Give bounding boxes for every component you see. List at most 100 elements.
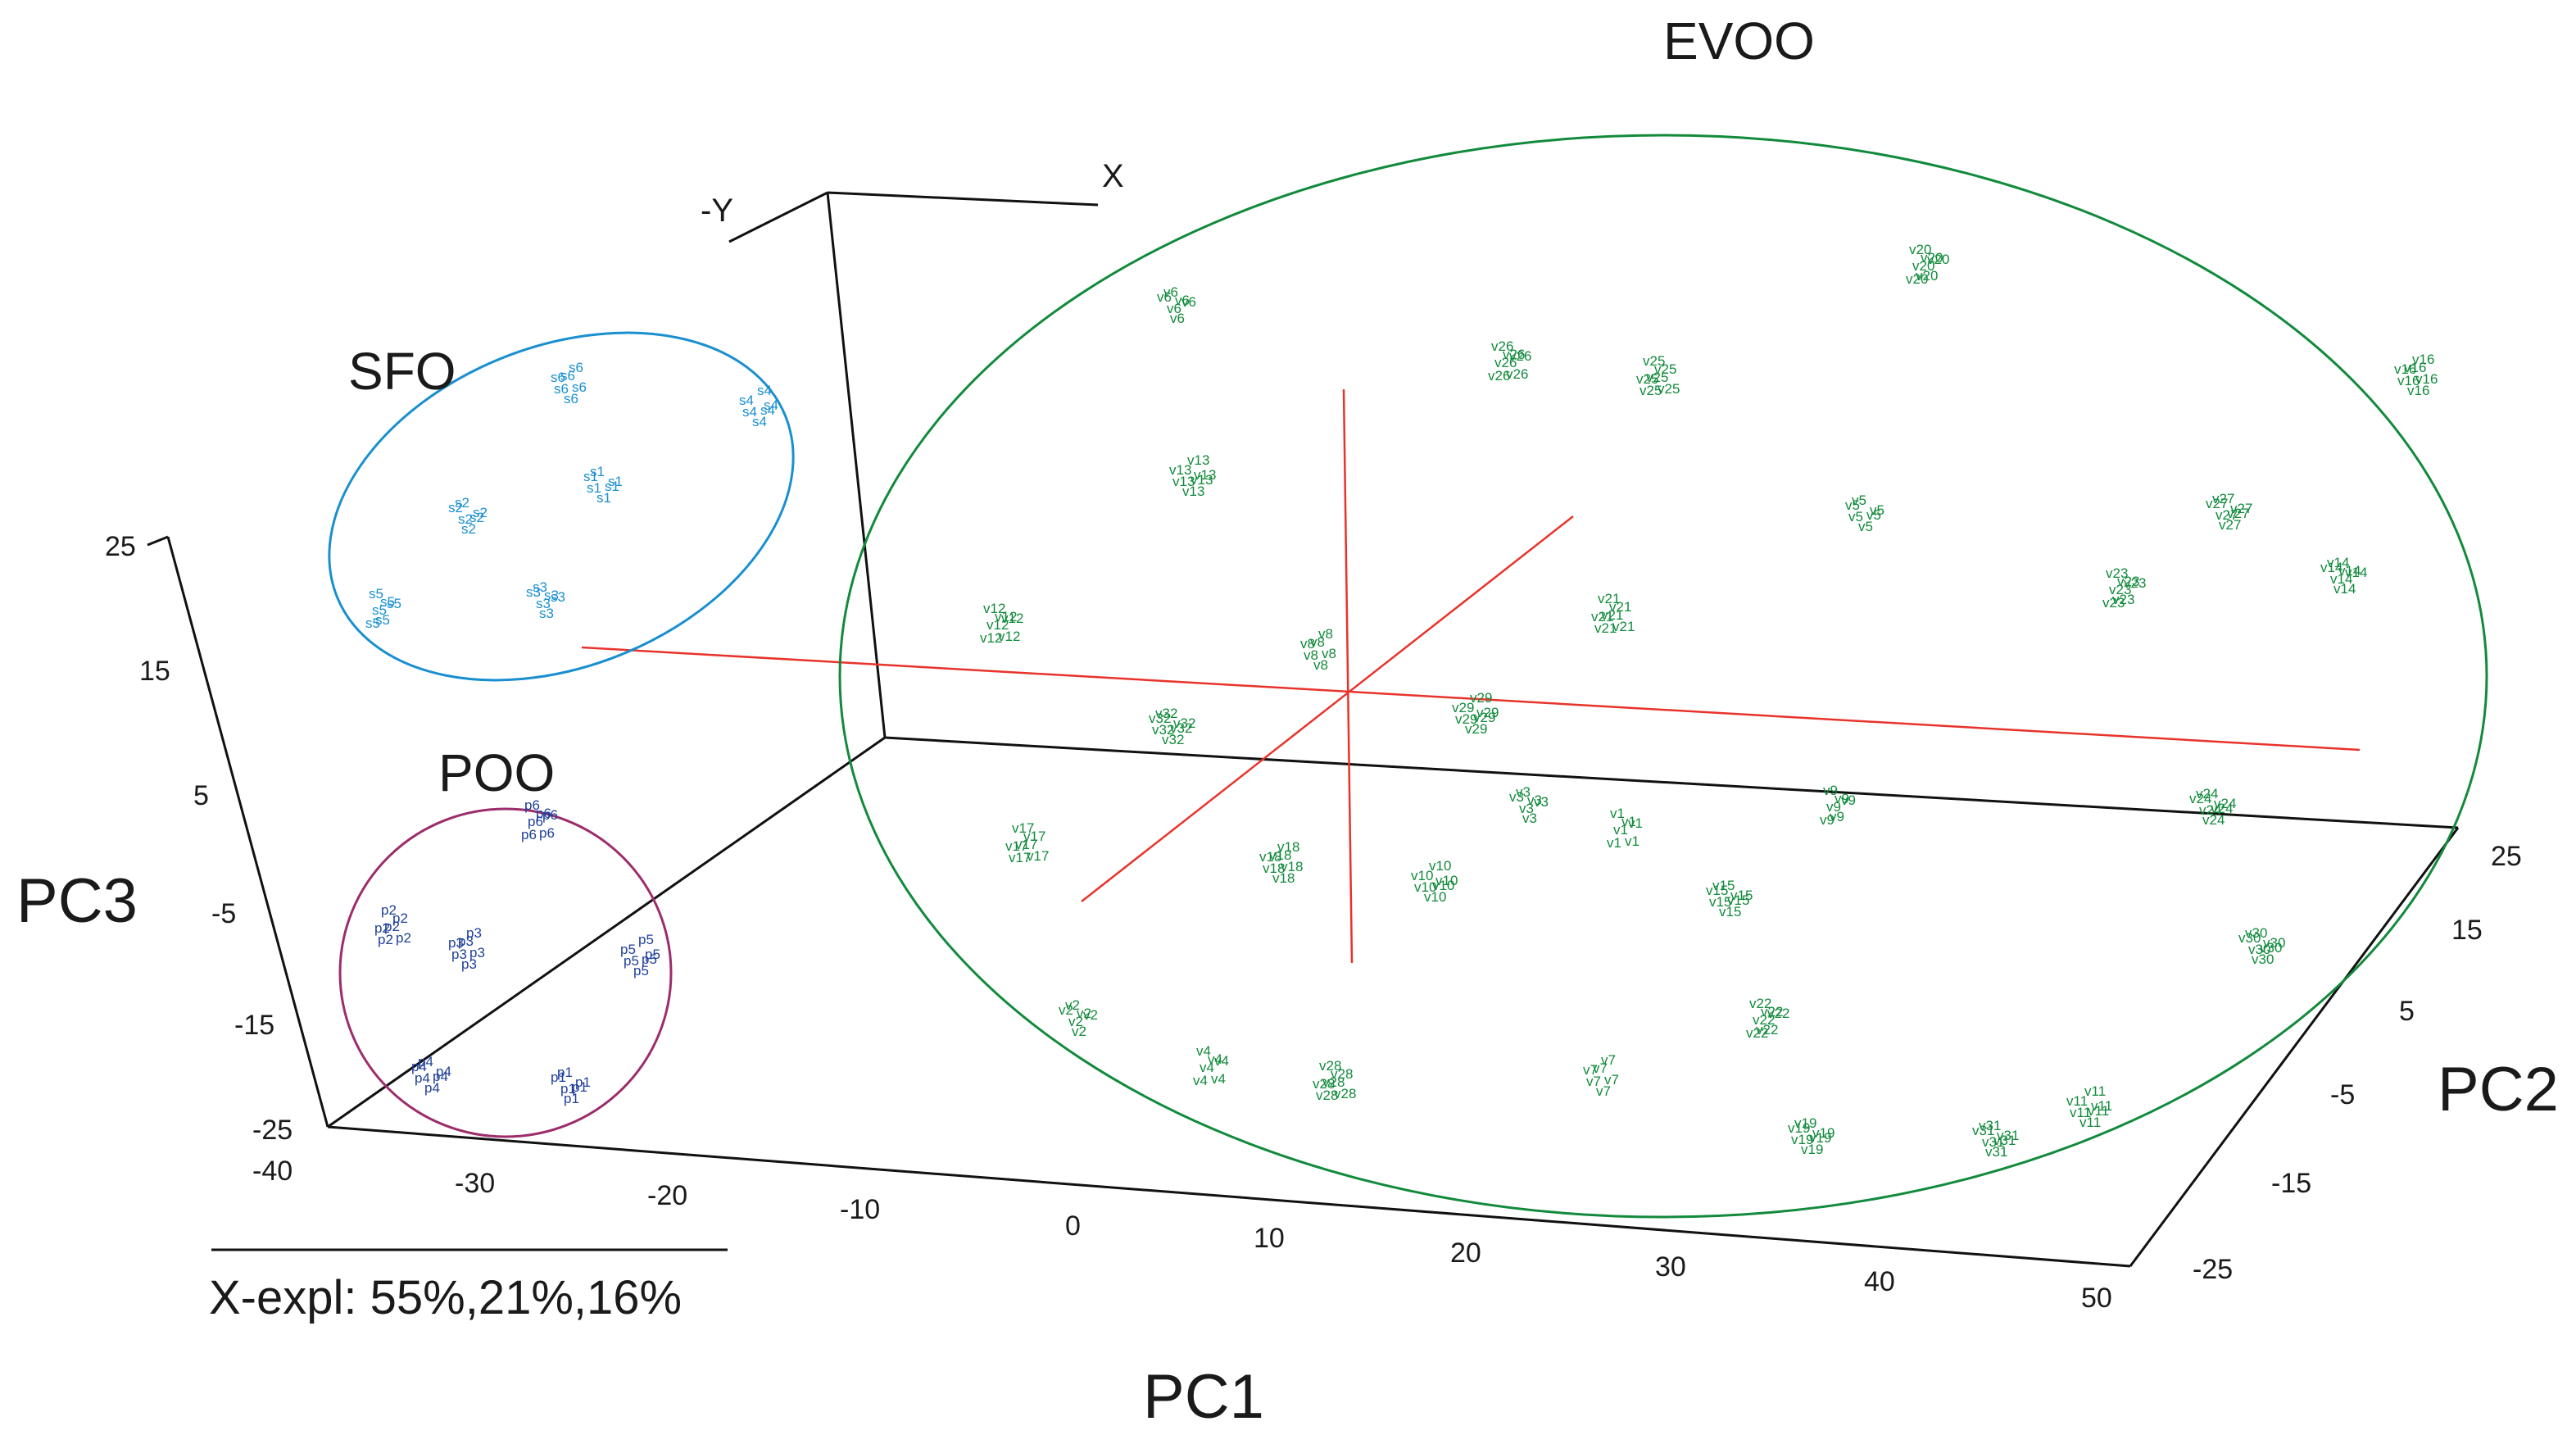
ellipse-sfo — [328, 331, 795, 682]
score-point-v11: v11 — [2088, 1103, 2109, 1119]
score-point-s3: s3 — [539, 606, 554, 621]
score-point-v15: v15 — [1730, 888, 1753, 903]
score-point-v24: v24 — [2211, 801, 2233, 816]
score-point-v13: v13 — [1169, 462, 1191, 478]
score-point-v20: v20 — [1921, 250, 1943, 266]
score-point-v19: v19 — [1794, 1115, 1816, 1131]
pc3-tick: -5 — [211, 898, 236, 929]
score-point-v9: v9 — [1834, 791, 1849, 806]
box-edge-back-bottom — [327, 736, 886, 1128]
score-point-p3: p3 — [448, 935, 464, 951]
score-point-p3: p3 — [466, 925, 482, 941]
score-point-v16: v16 — [2397, 373, 2420, 388]
score-point-s1: s1 — [583, 469, 598, 484]
score-point-v17: v17 — [1023, 829, 1045, 844]
score-point-v24: v24 — [2214, 796, 2236, 811]
score-point-v22: v22 — [1767, 1006, 1789, 1021]
score-point-v14: v14 — [2333, 581, 2356, 597]
score-point-s4: s4 — [742, 404, 757, 420]
pc1-tick: -10 — [840, 1194, 880, 1225]
score-point-v22: v22 — [1749, 996, 1771, 1011]
score-point-v28: v28 — [1322, 1074, 1345, 1090]
score-point-p6: p6 — [521, 827, 537, 842]
group-labels: SFO POO EVOO — [348, 11, 1815, 802]
score-point-p5: p5 — [645, 947, 660, 962]
explained-variance: X-expl: 55%,21%,16% — [209, 1271, 682, 1324]
score-point-v22: v22 — [1761, 1004, 1783, 1019]
score-point-v21: v21 — [1598, 591, 1620, 606]
score-point-v2: v2 — [1077, 1006, 1091, 1021]
score-point-v12: v12 — [995, 609, 1017, 624]
score-point-v10: v10 — [1414, 879, 1436, 895]
score-point-v11: v11 — [2079, 1115, 2101, 1130]
score-point-v8: v8 — [1322, 646, 1336, 661]
score-point-v11: v11 — [2091, 1098, 2112, 1114]
score-point-s2: s2 — [458, 511, 473, 527]
score-point-v14: v14 — [2345, 565, 2367, 580]
score-point-p1: p1 — [575, 1074, 591, 1090]
score-point-s5: s5 — [375, 612, 390, 628]
score-point-v18: v18 — [1263, 861, 1285, 876]
score-point-v4: v4 — [1200, 1060, 1214, 1075]
score-point-v19: v19 — [1801, 1142, 1823, 1157]
score-point-v31: v31 — [1979, 1118, 2001, 1133]
score-point-v32: v32 — [1149, 711, 1171, 726]
score-point-v4: v4 — [1208, 1051, 1222, 1067]
score-point-v21: v21 — [1591, 609, 1613, 624]
score-point-s5: s5 — [369, 586, 383, 602]
score-point-v19: v19 — [1788, 1120, 1810, 1136]
score-point-s2: s2 — [473, 505, 488, 520]
box-edge-pc1-front — [327, 1125, 2131, 1268]
score-point-v2: v2 — [1072, 1024, 1086, 1039]
score-point-s4: s4 — [760, 402, 775, 418]
score-point-s5: s5 — [387, 596, 401, 611]
pc2-tick: -25 — [2193, 1254, 2233, 1285]
score-point-v20: v20 — [1912, 258, 1934, 274]
score-point-p3: p3 — [458, 933, 474, 949]
score-point-s6: s6 — [551, 370, 565, 385]
score-point-v17: v17 — [1012, 820, 1034, 836]
score-point-v1: v1 — [1607, 835, 1621, 851]
score-point-v5: v5 — [1866, 507, 1881, 523]
score-point-p4: p4 — [436, 1064, 451, 1079]
score-point-v18: v18 — [1259, 849, 1281, 865]
score-point-s5: s5 — [380, 594, 395, 610]
score-point-v2: v2 — [1059, 1002, 1073, 1018]
score-point-v26: v26 — [1488, 368, 1510, 384]
score-point-p6: p6 — [524, 797, 540, 813]
score-point-v11: v11 — [2084, 1083, 2106, 1099]
score-point-v23: v23 — [2124, 575, 2146, 591]
score-point-v26: v26 — [1509, 348, 1531, 364]
score-point-v15: v15 — [1712, 878, 1735, 893]
score-point-v19: v19 — [1809, 1130, 1831, 1146]
score-point-v19: v19 — [1812, 1125, 1834, 1141]
score-point-v25: v25 — [1636, 371, 1658, 387]
score-point-v28: v28 — [1319, 1058, 1341, 1074]
score-point-v6: v6 — [1181, 294, 1196, 310]
score-point-v10: v10 — [1411, 868, 1433, 883]
score-point-v7: v7 — [1583, 1062, 1598, 1078]
score-point-v27: v27 — [2206, 496, 2228, 511]
score-point-v15: v15 — [1719, 904, 1741, 920]
score-point-v25: v25 — [1654, 361, 1676, 377]
score-point-v23: v23 — [2117, 574, 2139, 589]
pc3-tick: -25 — [252, 1115, 293, 1146]
score-point-v24: v24 — [2189, 791, 2211, 806]
score-point-v20: v20 — [1916, 268, 1938, 284]
score-point-v32: v32 — [1162, 732, 1184, 747]
score-point-v13: v13 — [1172, 474, 1195, 489]
score-point-v18: v18 — [1277, 839, 1299, 855]
score-point-v16: v16 — [2404, 360, 2426, 375]
score-point-v15: v15 — [1727, 892, 1749, 908]
score-point-v30: v30 — [2263, 935, 2285, 951]
pc1-tick: 20 — [1450, 1237, 1481, 1269]
score-point-v12: v12 — [983, 601, 1005, 616]
axis-title-pc2: PC2 — [2438, 1055, 2559, 1124]
box-edge-back-floor — [884, 736, 2459, 829]
score-point-v5: v5 — [1852, 493, 1866, 508]
score-point-v18: v18 — [1272, 870, 1295, 886]
group-ellipses — [328, 134, 2488, 1219]
pc1-tick: 10 — [1254, 1223, 1285, 1254]
score-point-v8: v8 — [1313, 657, 1328, 673]
